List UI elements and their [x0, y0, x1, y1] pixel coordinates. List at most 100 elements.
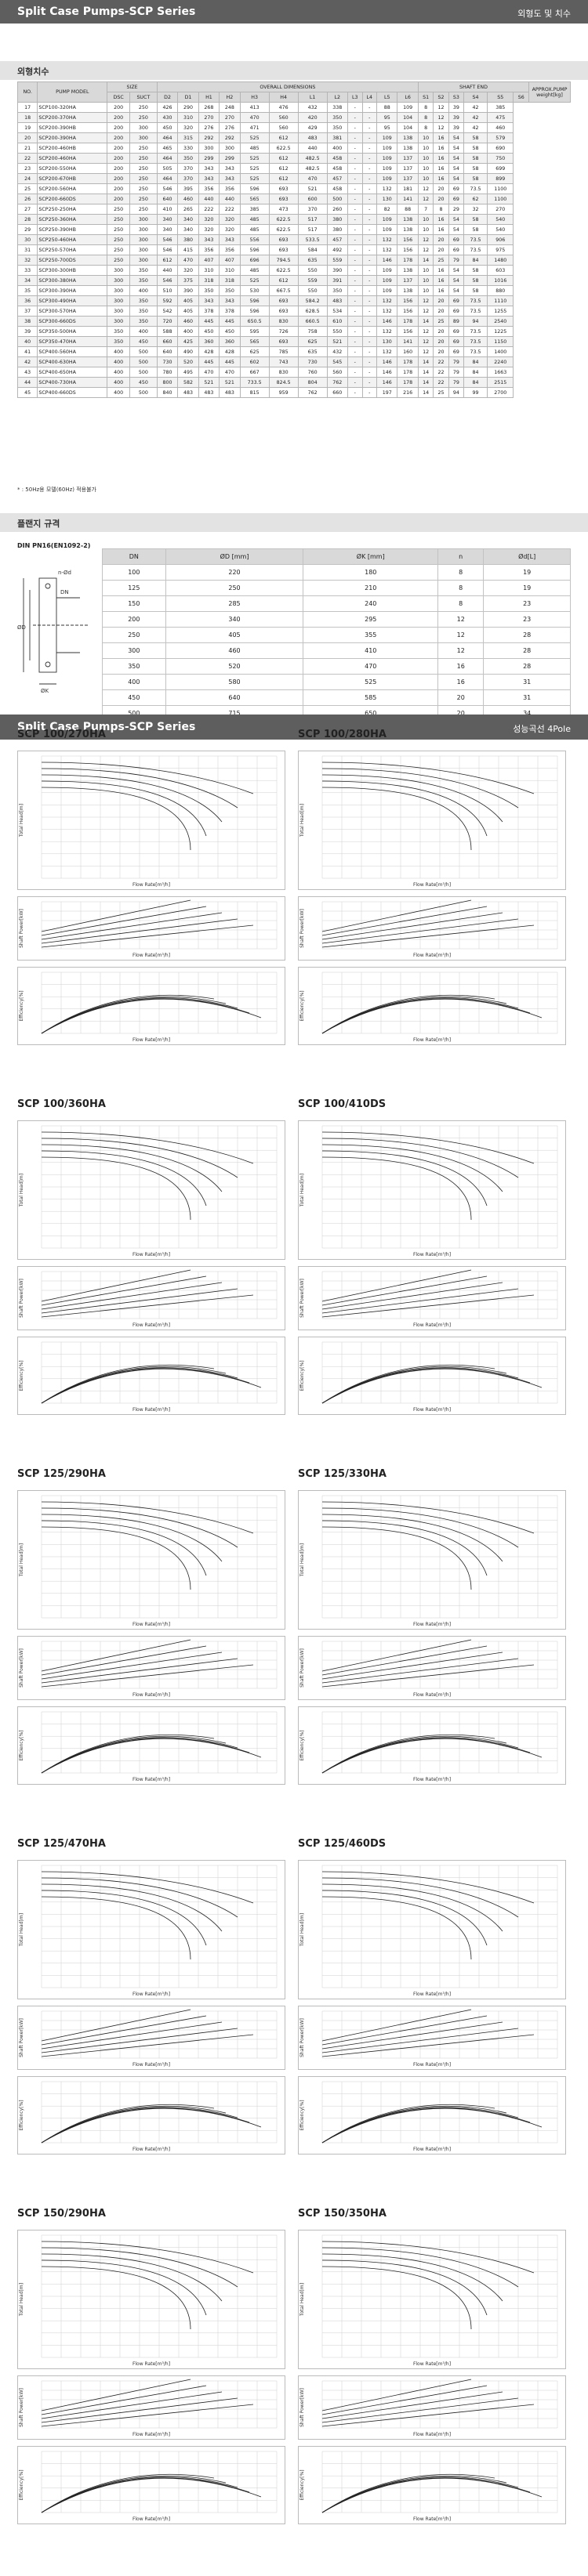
table-cell: 720 — [156, 316, 179, 327]
table-cell: 350 — [129, 275, 158, 286]
table-cell: 250 — [129, 163, 158, 174]
table-cell: 300 — [102, 642, 166, 659]
table-row: 17 SCP100-320HA 200 250 426 290 268 248 413 476 43… — [16, 102, 571, 113]
table-cell: 73.5 — [463, 183, 488, 194]
table-cell: 534 — [326, 306, 349, 317]
table-cell: 73.5 — [463, 336, 488, 347]
table-cell: 407 — [219, 255, 241, 266]
table-cell: 906 — [486, 234, 514, 245]
table-cell: 37 — [16, 306, 38, 317]
table-cell: 667 — [239, 367, 270, 378]
table-cell: - — [361, 132, 378, 143]
table-cell: - — [361, 214, 378, 225]
table-cell: - — [347, 214, 363, 225]
col-dsc: DSC — [107, 92, 130, 103]
table-row: 21 SCP200-460HB 200 250 465 330 300 300 485 622.5… — [16, 143, 571, 154]
table-cell: 625 — [239, 346, 270, 357]
table-cell: 10 — [417, 285, 434, 296]
table-cell: SCP200-390HA — [37, 132, 108, 143]
table-cell: 178 — [397, 255, 419, 266]
table-cell: 475 — [486, 112, 514, 123]
table-cell: SCP200-460HA — [37, 153, 108, 164]
table-cell: 483 — [219, 387, 241, 398]
table-cell: 10 — [417, 224, 434, 235]
table-cell: - — [361, 183, 378, 194]
table-cell: 299 — [219, 153, 241, 164]
axis-label: Flow Rate[m³/h] — [132, 1992, 170, 1997]
col-overall: OVERALL DIMENSIONS — [156, 81, 419, 92]
table-row: 42 SCP400-630HA 400 500 730 520 445 445 602 743 73… — [16, 356, 571, 367]
table-row: 28 SCP250-360HA 250 300 340 340 320 320 485 622.5… — [16, 214, 571, 225]
table-cell: 32 — [463, 204, 488, 215]
table-cell: 381 — [326, 132, 349, 143]
table-row: 36 SCP300-490HA 300 350 592 405 343 343 596 693 58… — [16, 295, 571, 306]
chart-title: SCP 100/360HA — [17, 1098, 106, 1110]
table-cell: 8 — [437, 580, 485, 596]
table-cell: 22 — [433, 377, 449, 388]
axis-label: Flow Rate[m³/h] — [413, 2361, 451, 2367]
table-cell: - — [347, 377, 363, 388]
table-cell: 109 — [376, 163, 398, 174]
table-cell: 200 — [107, 122, 130, 133]
table-cell: 471 — [239, 122, 270, 133]
table-cell: SCP250-700DS — [37, 255, 108, 266]
curves-right-label: 성능곡선 4Pole — [513, 724, 571, 734]
table-cell: 290 — [177, 102, 199, 113]
col-s2: S2 — [433, 92, 449, 103]
axis-label: Shaft Power[kW] — [299, 2388, 305, 2427]
dimension-table: NO. PUMP MODEL SIZE OVERALL DIMENSIONS S… — [16, 81, 571, 398]
table-cell: 250 — [107, 204, 130, 215]
table-cell: 100 — [102, 564, 166, 581]
table-cell: 300 — [129, 244, 158, 255]
table-cell: 420 — [297, 112, 328, 123]
table-cell: 42 — [463, 102, 488, 113]
table-cell: 16 — [433, 285, 449, 296]
table-cell: 178 — [397, 367, 419, 378]
table-cell: 250 — [165, 580, 304, 596]
table-cell: 178 — [397, 316, 419, 327]
table-cell: SCP300-300HB — [37, 265, 108, 276]
table-cell: 39 — [448, 112, 465, 123]
power-panel: Shaft Power[kW] Flow Rate[m³/h] — [17, 1636, 285, 1700]
table-cell: 14 — [417, 367, 434, 378]
table-row: 25 SCP200-560HA 200 250 546 395 356 356 596 693 52… — [16, 183, 571, 194]
table-cell: 343 — [198, 295, 220, 306]
table-cell: 300 — [107, 285, 130, 296]
table-cell: 250 — [129, 183, 158, 194]
table-cell: 300 — [198, 143, 220, 154]
table-cell: 14 — [417, 316, 434, 327]
table-cell: 125 — [102, 580, 166, 596]
axis-label: Flow Rate[m³/h] — [132, 1037, 170, 1043]
col-l4: L4 — [361, 92, 378, 103]
table-cell: 560 — [326, 367, 349, 378]
efficiency-panel: Efficiency[%] Flow Rate[m³/h] — [17, 1337, 285, 1415]
table-cell: 25 — [433, 387, 449, 398]
table-cell: 975 — [486, 244, 514, 255]
power-panel: Shaft Power[kW] Flow Rate[m³/h] — [298, 1266, 566, 1330]
power-panel: Shaft Power[kW] Flow Rate[m³/h] — [298, 2375, 566, 2440]
axis-label: Shaft Power[kW] — [19, 2388, 24, 2427]
table-cell: 400 — [326, 143, 349, 154]
table-cell: 16 — [437, 658, 485, 675]
table-cell: SCP400-560HA — [37, 346, 108, 357]
table-cell: 25 — [16, 183, 38, 194]
table-cell: 622.5 — [268, 143, 299, 154]
table-row: 29 SCP250-390HB 250 300 340 340 320 320 485 622.5… — [16, 224, 571, 235]
table-cell: 410 — [303, 642, 439, 659]
table-cell: SCP300-660DS — [37, 316, 108, 327]
table-cell: 350 — [198, 285, 220, 296]
table-cell: 667.5 — [268, 285, 299, 296]
table-cell: 58 — [463, 153, 488, 164]
table-cell: 40 — [16, 336, 38, 347]
axis-label: Total Head[m] — [299, 1174, 305, 1207]
table-cell: 318 — [219, 275, 241, 286]
header-right-label: 외형도 및 치수 — [517, 9, 571, 19]
col-h2: H2 — [219, 92, 241, 103]
table-cell: 84 — [463, 377, 488, 388]
table-cell: 300 — [219, 143, 241, 154]
table-cell: 138 — [397, 143, 419, 154]
axis-label: Total Head[m] — [19, 1913, 24, 1947]
table-cell: 485 — [239, 214, 270, 225]
table-cell: 109 — [376, 285, 398, 296]
table-cell: 350 — [326, 122, 349, 133]
